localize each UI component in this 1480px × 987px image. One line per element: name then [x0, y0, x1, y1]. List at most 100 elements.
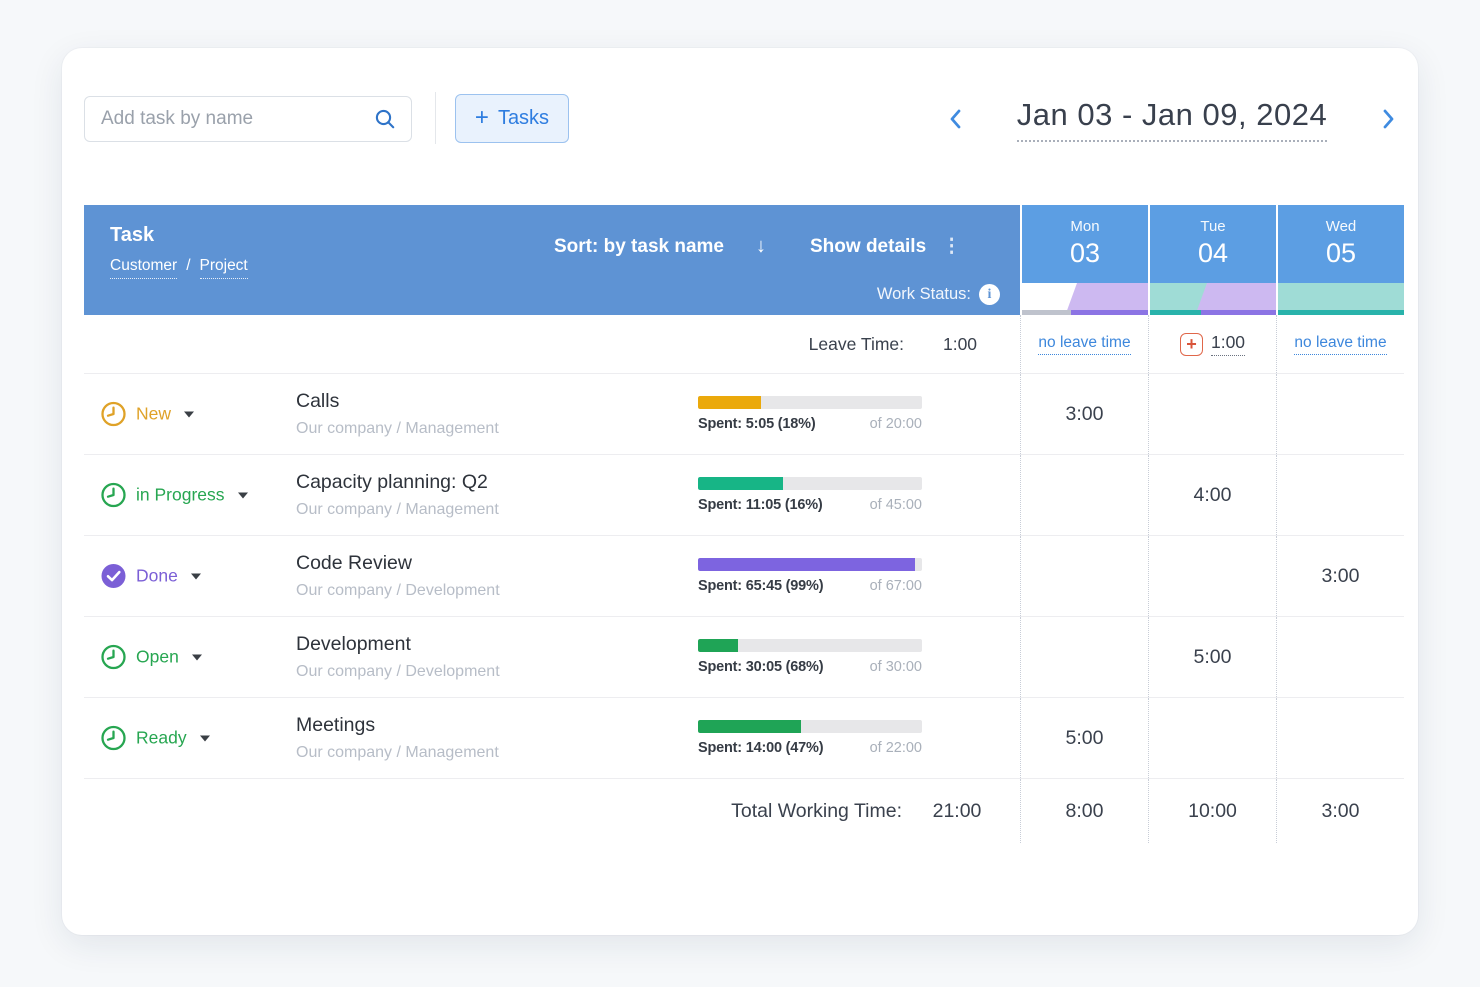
day-date: 04	[1197, 238, 1229, 268]
task-day-cell-mon[interactable]	[1020, 536, 1148, 616]
day-hours: 3:00	[1065, 402, 1104, 425]
date-range[interactable]: Jan 03 - Jan 09, 2024	[1016, 97, 1328, 142]
sort-control[interactable]: Sort: by task name	[554, 235, 724, 257]
task-day-cell-mon[interactable]: 3:00	[1020, 374, 1148, 454]
toolbar-divider	[435, 92, 436, 144]
status-clock-icon	[100, 725, 127, 752]
task-status-dropdown[interactable]: New	[100, 401, 195, 428]
task-row: Done Code Review Our company / Development…	[84, 536, 1404, 617]
line-segment	[1071, 310, 1148, 315]
leave-time-label: Leave Time:	[808, 333, 904, 354]
task-info: Calls Our company / Management	[296, 390, 499, 438]
work-status-strip	[1150, 283, 1276, 310]
leave-value[interactable]: 1:00	[1210, 332, 1246, 356]
chevron-down-icon	[199, 735, 210, 741]
task-day-cell-tue[interactable]	[1148, 374, 1276, 454]
kebab-menu-icon[interactable]: ⋮	[942, 236, 962, 257]
task-day-cell-mon[interactable]: 5:00	[1020, 698, 1148, 778]
timesheet-table: Task Customer / Project Sort: by task na…	[84, 205, 1404, 843]
task-day-cell-wed[interactable]	[1276, 698, 1404, 778]
leave-time-total: 1:00	[942, 333, 978, 354]
search-box[interactable]	[84, 96, 412, 142]
task-status-dropdown[interactable]: Done	[100, 563, 201, 590]
task-name: Capacity planning: Q2	[296, 471, 488, 493]
no-leave-time-link[interactable]: no leave time	[1294, 334, 1387, 355]
progress-text: Spent: 11:05 (16%) of 45:00	[698, 497, 922, 513]
progress-text: Spent: 14:00 (47%) of 22:00	[698, 740, 922, 756]
progress-bar-track	[698, 639, 922, 652]
day-header-block: Tue 04	[1150, 205, 1276, 283]
add-tasks-label: Tasks	[497, 107, 550, 129]
project-toggle[interactable]: Project	[199, 257, 248, 279]
leave-cell-mon: no leave time	[1020, 315, 1148, 373]
task-row-main: Ready Meetings Our company / Management Spe…	[84, 698, 1020, 778]
header-controls: Sort: by task name ↓ Show details ⋮	[554, 235, 961, 258]
spent-label: Spent: 5:05 (18%)	[698, 416, 816, 432]
progress-bar-fill	[698, 720, 802, 733]
status-done-icon	[100, 563, 127, 590]
task-status-dropdown[interactable]: Open	[100, 644, 202, 671]
day-header-block: Mon 03	[1022, 205, 1148, 283]
day-header-mon[interactable]: Mon 03	[1020, 205, 1148, 315]
task-row-main: New Calls Our company / Management Spent: 5…	[84, 374, 1020, 454]
add-leave-icon[interactable]: +	[1179, 332, 1203, 356]
task-name: Development	[296, 633, 411, 655]
sort-direction-icon[interactable]: ↓	[756, 235, 766, 257]
task-day-cell-wed[interactable]	[1276, 374, 1404, 454]
progress-bar-track	[698, 396, 922, 409]
table-header-main: Task Customer / Project Sort: by task na…	[84, 205, 1020, 315]
task-row: Ready Meetings Our company / Management Spe…	[84, 698, 1404, 779]
progress-bar-fill	[698, 558, 916, 571]
status-label: New	[136, 403, 172, 424]
search-input[interactable]	[99, 107, 373, 131]
info-icon[interactable]: i	[979, 284, 1000, 305]
task-day-cell-mon[interactable]	[1020, 455, 1148, 535]
task-day-cell-tue[interactable]	[1148, 536, 1276, 616]
day-header-wed[interactable]: Wed 05	[1276, 205, 1404, 315]
total-working-time-value: 21:00	[932, 799, 982, 822]
no-leave-time-link[interactable]: no leave time	[1038, 334, 1131, 355]
task-day-cell-tue[interactable]	[1148, 698, 1276, 778]
total-cell-wed: 3:00	[1276, 779, 1404, 843]
task-day-cell-mon[interactable]	[1020, 617, 1148, 697]
task-status-dropdown[interactable]: in Progress	[100, 482, 248, 509]
work-status-segment	[1022, 283, 1078, 310]
task-status-dropdown[interactable]: Ready	[100, 725, 210, 752]
customer-toggle[interactable]: Customer	[110, 257, 178, 279]
task-info: Code Review Our company / Development	[296, 552, 500, 600]
spent-label: Spent: 30:05 (68%)	[698, 659, 824, 675]
task-row: Open Development Our company / Development…	[84, 617, 1404, 698]
chevron-down-icon	[237, 492, 248, 498]
day-header-tue[interactable]: Tue 04	[1148, 205, 1276, 315]
task-progress: Spent: 30:05 (68%) of 30:00	[698, 639, 922, 675]
day-header-block: Wed 05	[1278, 205, 1404, 283]
progress-bar-fill	[698, 639, 739, 652]
task-day-cell-tue[interactable]: 4:00	[1148, 455, 1276, 535]
task-customer-project: Our company / Management	[296, 501, 499, 518]
total-cell-mon: 8:00	[1020, 779, 1148, 843]
work-status-strip	[1278, 283, 1404, 310]
task-day-cell-tue[interactable]: 5:00	[1148, 617, 1276, 697]
chevron-left-icon[interactable]	[942, 101, 969, 137]
search-icon[interactable]	[373, 107, 397, 131]
task-day-cell-wed[interactable]	[1276, 455, 1404, 535]
task-day-cell-wed[interactable]	[1276, 617, 1404, 697]
task-column-title: Task	[110, 224, 155, 246]
line-segment	[1278, 310, 1404, 315]
leave-cell-tue: +1:00	[1148, 315, 1276, 373]
leave-time-row: Leave Time: 1:00 no leave time +1:00 no le…	[84, 315, 1404, 374]
status-label: Open	[136, 646, 179, 667]
planned-label: of 67:00	[869, 578, 922, 594]
add-tasks-button[interactable]: + Tasks	[455, 94, 569, 143]
task-progress: Spent: 5:05 (18%) of 20:00	[698, 396, 922, 432]
progress-bar-fill	[698, 396, 761, 409]
total-working-time-label: Total Working Time:	[731, 799, 902, 822]
status-label: Ready	[136, 727, 187, 748]
show-details-button[interactable]: Show details	[810, 235, 927, 257]
planned-label: of 30:00	[869, 659, 922, 675]
task-customer-project: Our company / Development	[296, 582, 500, 599]
task-day-cell-wed[interactable]: 3:00	[1276, 536, 1404, 616]
progress-bar-track	[698, 558, 922, 571]
chevron-right-icon[interactable]	[1375, 101, 1402, 137]
progress-text: Spent: 65:45 (99%) of 67:00	[698, 578, 922, 594]
